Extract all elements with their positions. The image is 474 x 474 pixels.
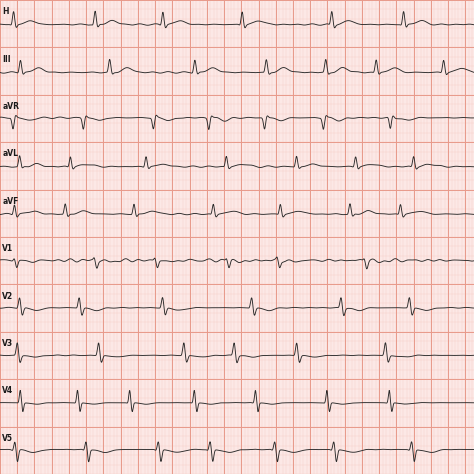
Text: V1: V1 [2,244,13,253]
Text: V3: V3 [2,339,13,348]
Text: V4: V4 [2,386,13,395]
Text: aVR: aVR [2,102,19,111]
Text: V5: V5 [2,434,13,443]
Text: H: H [2,7,9,16]
Text: V2: V2 [2,292,13,301]
Text: III: III [2,55,11,64]
Text: aVL: aVL [2,149,18,158]
Text: aVF: aVF [2,197,19,206]
